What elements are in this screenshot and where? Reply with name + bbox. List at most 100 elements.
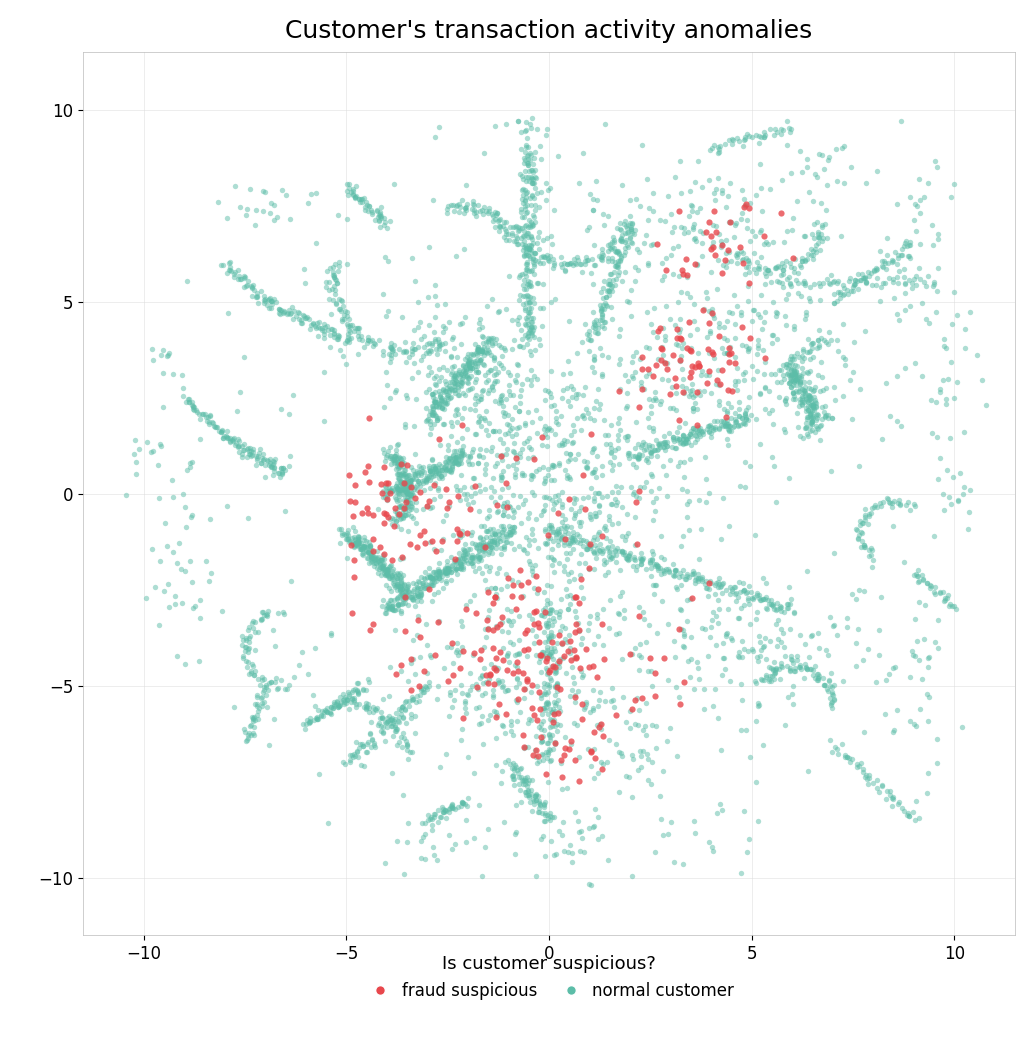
Point (420, 577, 436, 593)
Point (384, 480, 401, 497)
Point (602, 298, 618, 315)
Point (406, 666, 423, 683)
Point (782, 647, 799, 664)
Point (246, 718, 262, 735)
Point (679, 269, 695, 286)
Point (450, 448, 466, 464)
Point (543, 389, 559, 405)
Point (555, 648, 572, 665)
Point (559, 531, 576, 548)
Point (254, 611, 270, 628)
Point (410, 473, 427, 489)
Point (804, 412, 821, 429)
Point (785, 696, 802, 713)
Point (774, 275, 790, 292)
Point (266, 638, 283, 655)
Point (494, 524, 511, 540)
Point (506, 518, 522, 535)
Point (914, 295, 930, 312)
Point (632, 636, 649, 652)
Point (376, 545, 393, 562)
Point (401, 589, 418, 606)
Point (636, 442, 653, 458)
Point (383, 601, 400, 617)
Point (404, 575, 421, 591)
Point (565, 524, 581, 540)
Point (502, 713, 519, 729)
Point (826, 286, 842, 302)
Point (715, 412, 731, 429)
Point (412, 351, 429, 368)
Point (594, 245, 610, 262)
Point (511, 646, 527, 663)
Point (885, 791, 901, 807)
Point (544, 540, 560, 557)
Point (659, 826, 675, 843)
Point (874, 252, 891, 269)
Point (732, 242, 749, 259)
Point (296, 721, 313, 738)
Point (553, 249, 570, 266)
Point (325, 277, 342, 294)
Point (240, 724, 257, 741)
Point (384, 341, 401, 357)
Legend: fraud suspicious, normal customer: fraud suspicious, normal customer (357, 949, 741, 1006)
Point (406, 354, 423, 371)
Point (586, 464, 603, 481)
Point (519, 312, 536, 328)
Point (404, 479, 421, 496)
Point (594, 368, 610, 384)
Point (664, 347, 681, 364)
Point (547, 414, 564, 430)
Point (792, 142, 808, 159)
Point (449, 552, 465, 568)
Point (944, 316, 960, 332)
Point (385, 452, 402, 469)
Point (610, 256, 627, 272)
Point (901, 189, 918, 206)
Point (381, 569, 398, 586)
Point (534, 607, 550, 623)
Point (542, 729, 558, 746)
Point (534, 184, 550, 201)
Point (523, 376, 540, 393)
Point (397, 479, 413, 496)
Point (860, 542, 876, 559)
Point (747, 228, 764, 244)
Point (428, 566, 444, 583)
Point (375, 514, 392, 531)
Point (540, 527, 556, 543)
Point (567, 689, 583, 705)
Point (550, 437, 567, 454)
Point (912, 271, 928, 288)
Point (744, 371, 760, 388)
Point (703, 618, 720, 635)
Point (513, 230, 529, 246)
Point (502, 526, 519, 542)
Point (690, 153, 707, 169)
Point (398, 388, 414, 404)
Point (610, 456, 627, 473)
Point (230, 437, 247, 454)
Point (231, 437, 248, 454)
Point (527, 792, 544, 808)
Point (526, 486, 543, 503)
Point (576, 252, 593, 269)
Point (786, 365, 803, 381)
Point (721, 586, 738, 603)
Point (430, 361, 447, 377)
Point (655, 827, 671, 844)
Point (405, 321, 422, 338)
Point (438, 460, 455, 477)
Point (539, 644, 555, 661)
Point (411, 584, 428, 601)
Point (209, 193, 226, 210)
Point (467, 390, 484, 406)
Point (551, 659, 568, 675)
Point (695, 224, 712, 241)
Point (349, 346, 366, 363)
Point (365, 699, 381, 716)
Point (436, 802, 453, 819)
Point (430, 119, 447, 136)
Point (868, 163, 885, 180)
